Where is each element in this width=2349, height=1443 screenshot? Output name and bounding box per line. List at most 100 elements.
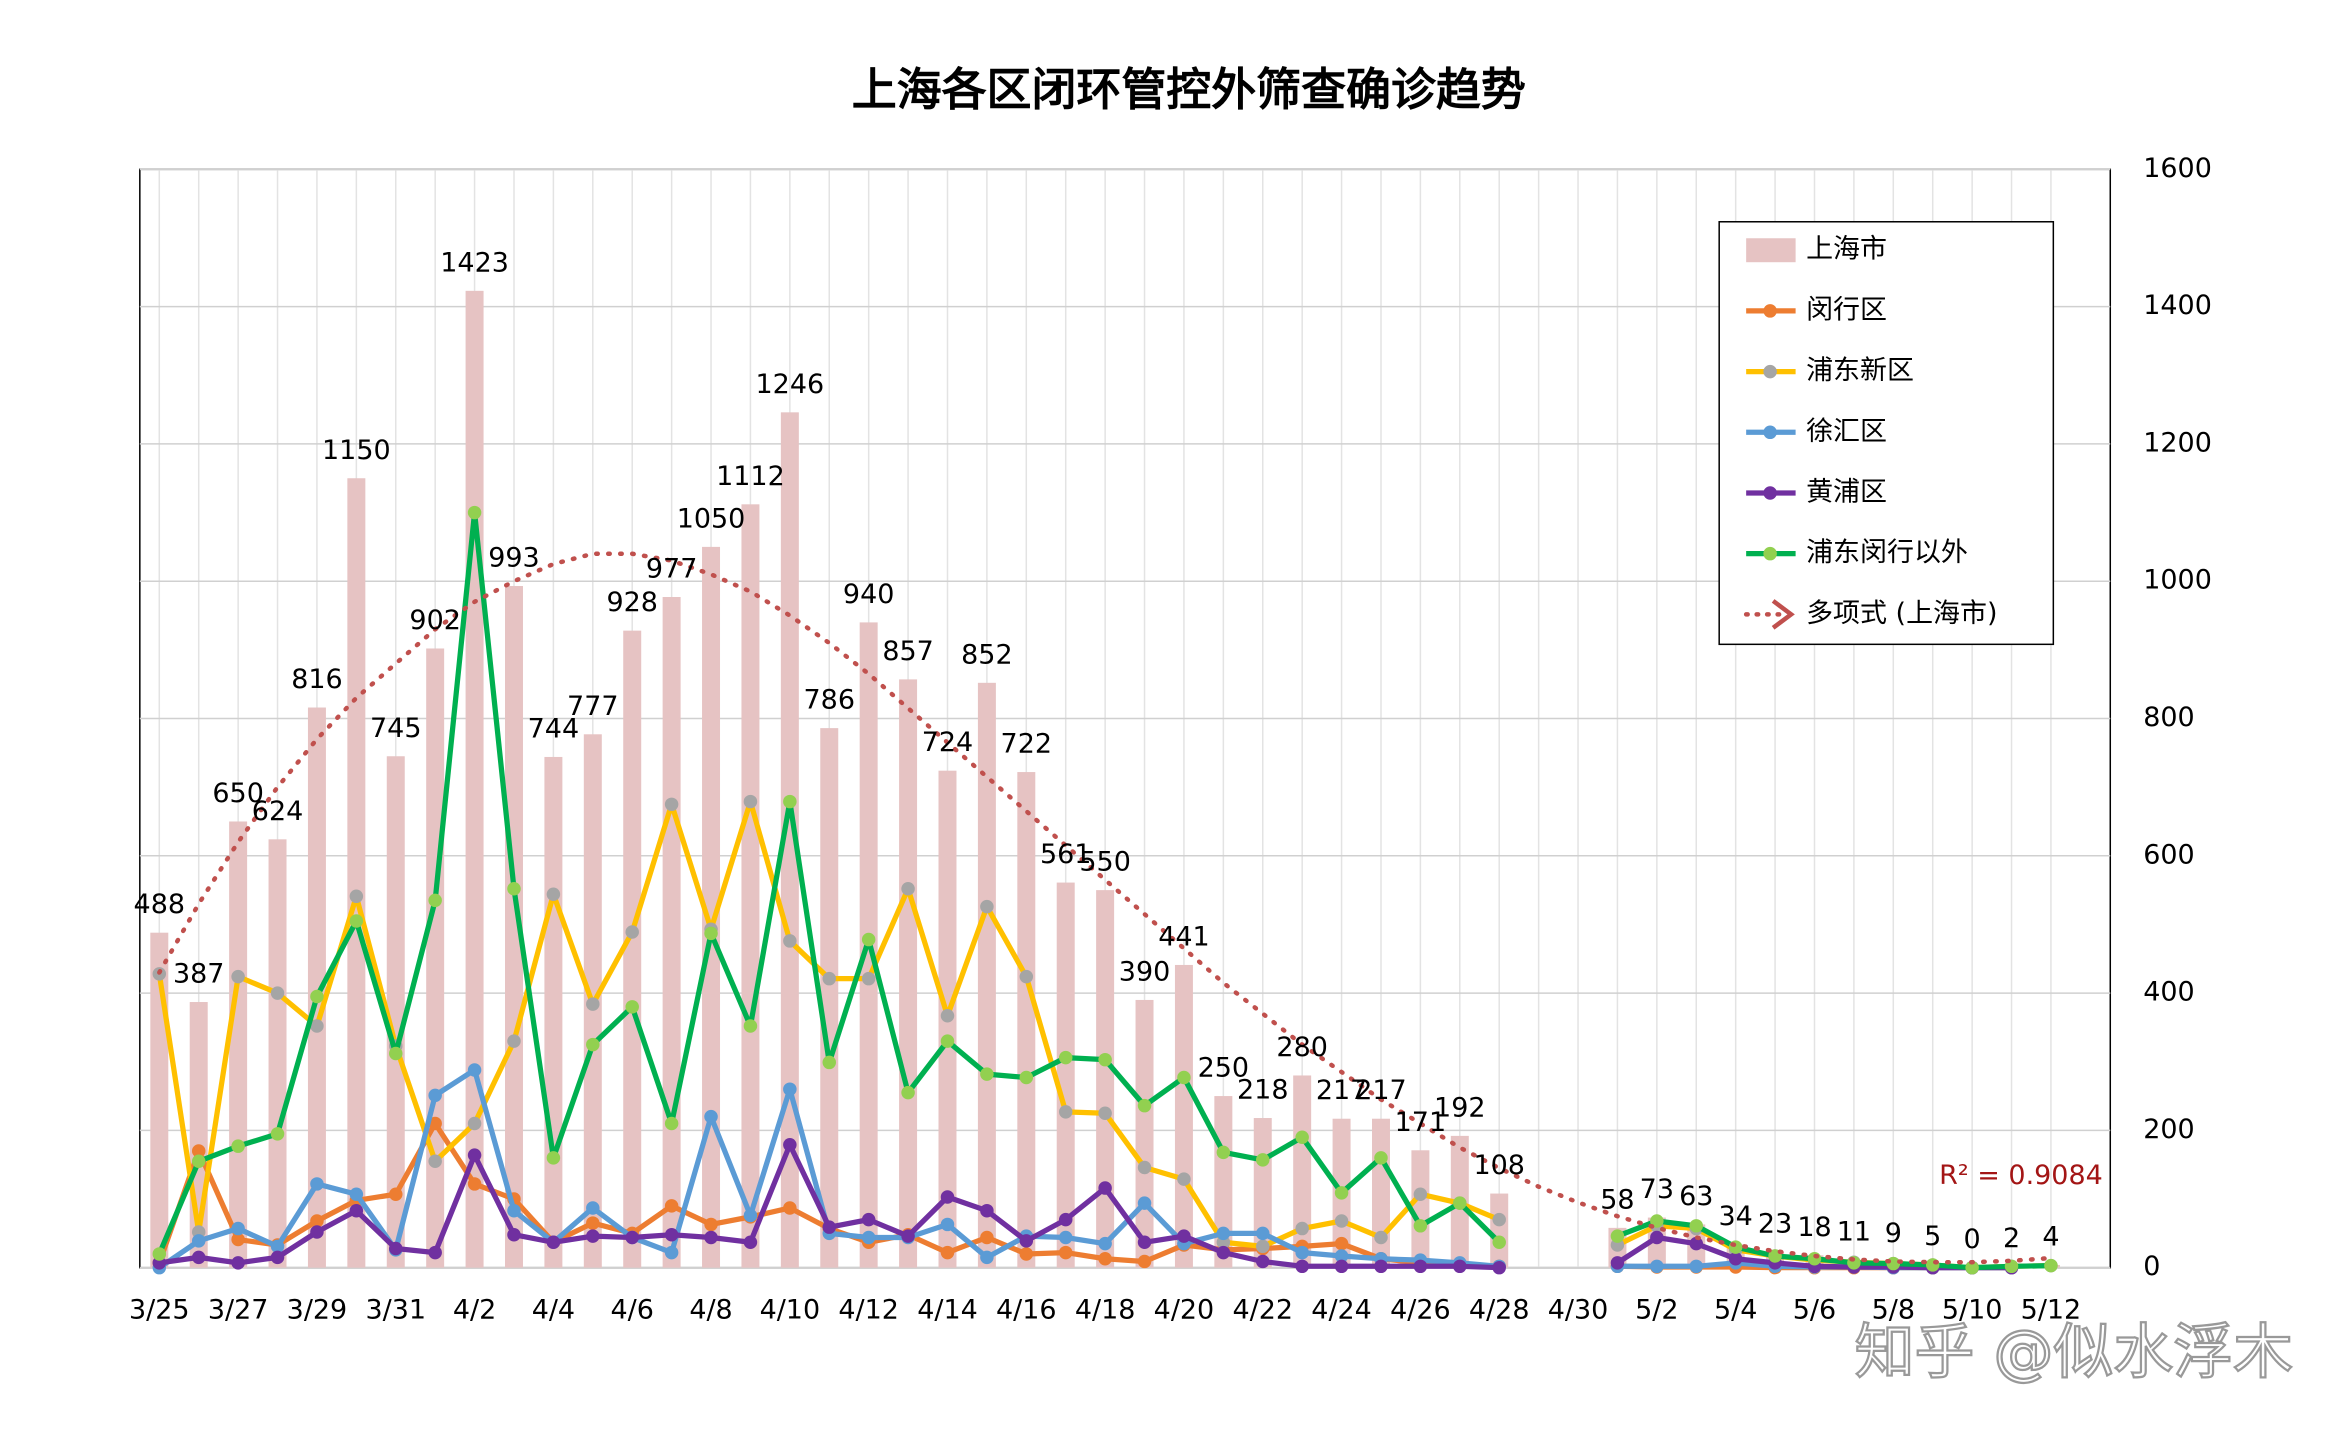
point [1295, 1245, 1309, 1260]
legend-marker [1763, 486, 1777, 500]
point [1413, 1219, 1428, 1233]
data-label: 18 [1797, 1212, 1831, 1243]
point [1058, 1212, 1073, 1227]
data-label: 488 [134, 889, 185, 920]
legend [1718, 221, 2055, 646]
bar [1135, 999, 1154, 1268]
point [1098, 1252, 1112, 1266]
point [664, 1245, 679, 1260]
point [940, 1190, 955, 1204]
bar [347, 478, 366, 1268]
x-tick-label: 3/25 [129, 1295, 190, 1326]
point [428, 893, 442, 908]
x-tick-label: 5/12 [2021, 1295, 2082, 1326]
x-tick-label: 4/22 [1232, 1295, 1293, 1326]
data-label: 561 [1040, 839, 1091, 870]
chart-title: 上海各区闭环管控外筛查确诊趋势 [852, 63, 1526, 116]
point [467, 1063, 482, 1077]
point [1019, 1247, 1034, 1261]
point [1098, 1052, 1112, 1067]
point [310, 989, 324, 1004]
trend-line [157, 551, 2054, 1265]
point [1689, 1219, 1704, 1233]
point [1137, 1235, 1152, 1250]
point [1650, 1259, 1664, 1274]
point [389, 1046, 403, 1061]
y-tick-label: 1400 [2143, 290, 2212, 321]
bar [426, 648, 445, 1268]
point [389, 1187, 403, 1201]
point [1256, 1226, 1270, 1241]
data-label: 1423 [440, 247, 509, 278]
x-tick-label: 5/6 [1793, 1295, 1836, 1326]
point [625, 925, 639, 939]
data-label: 4 [2042, 1221, 2059, 1252]
data-label: 786 [804, 685, 855, 716]
point [1334, 1236, 1349, 1251]
r-squared: R² = 0.9084 [1939, 1160, 2103, 1191]
data-label: 1150 [322, 435, 391, 466]
x-tick-label: 3/27 [208, 1295, 269, 1326]
point [822, 1055, 837, 1070]
point [231, 1232, 245, 1247]
point [586, 1229, 600, 1243]
point [349, 1203, 364, 1218]
bar [899, 679, 918, 1268]
point [1098, 1106, 1112, 1120]
x-tick-label: 3/29 [287, 1295, 348, 1326]
y-tick-label: 1600 [2143, 153, 2212, 184]
x-tick-label: 5/10 [1942, 1295, 2003, 1326]
data-label: 390 [1119, 956, 1170, 987]
x-tick-label: 4/28 [1469, 1295, 1530, 1326]
point [586, 1216, 600, 1230]
point [270, 1239, 285, 1254]
point [1058, 1245, 1073, 1260]
point [1413, 1259, 1428, 1274]
data-label: 1050 [677, 503, 746, 534]
bar [229, 821, 248, 1268]
point [310, 1177, 324, 1191]
data-label: 11 [1837, 1217, 1871, 1248]
point [1137, 1196, 1152, 1210]
x-tick-label: 4/4 [532, 1295, 575, 1326]
legend-label: 徐汇区 [1806, 416, 1887, 447]
point [310, 1214, 324, 1228]
data-label: 722 [1001, 729, 1052, 760]
point [704, 1217, 718, 1232]
point [1728, 1252, 1743, 1266]
x-tick-label: 4/10 [760, 1295, 821, 1326]
point [1256, 1254, 1270, 1269]
x-tick-label: 4/24 [1311, 1295, 1372, 1326]
data-label: 624 [252, 796, 303, 827]
bar [623, 630, 642, 1268]
point [940, 1009, 955, 1023]
data-label: 171 [1395, 1107, 1446, 1138]
x-tick-label: 4/16 [996, 1295, 1057, 1326]
point [940, 1245, 955, 1260]
point [1334, 1214, 1349, 1228]
point [1098, 1236, 1112, 1251]
legend-arrow [1771, 599, 1795, 630]
point [1295, 1221, 1309, 1236]
point [704, 1230, 718, 1245]
point [822, 971, 837, 986]
bar [386, 756, 405, 1268]
legend-label: 黄浦区 [1806, 476, 1887, 507]
point [1492, 1260, 1506, 1275]
point [1965, 1260, 1979, 1275]
bar [1174, 964, 1193, 1268]
point [664, 797, 679, 812]
point [1334, 1259, 1349, 1274]
bar [544, 756, 563, 1268]
point [1728, 1240, 1743, 1254]
point [467, 1177, 482, 1191]
data-label: 852 [961, 639, 1012, 670]
point [743, 1019, 758, 1033]
data-label: 744 [528, 713, 579, 744]
point [980, 1250, 994, 1265]
data-label: 1112 [716, 461, 785, 492]
bar [1411, 1150, 1430, 1268]
y-tick-label: 200 [2143, 1114, 2194, 1145]
data-label: 993 [488, 543, 539, 574]
